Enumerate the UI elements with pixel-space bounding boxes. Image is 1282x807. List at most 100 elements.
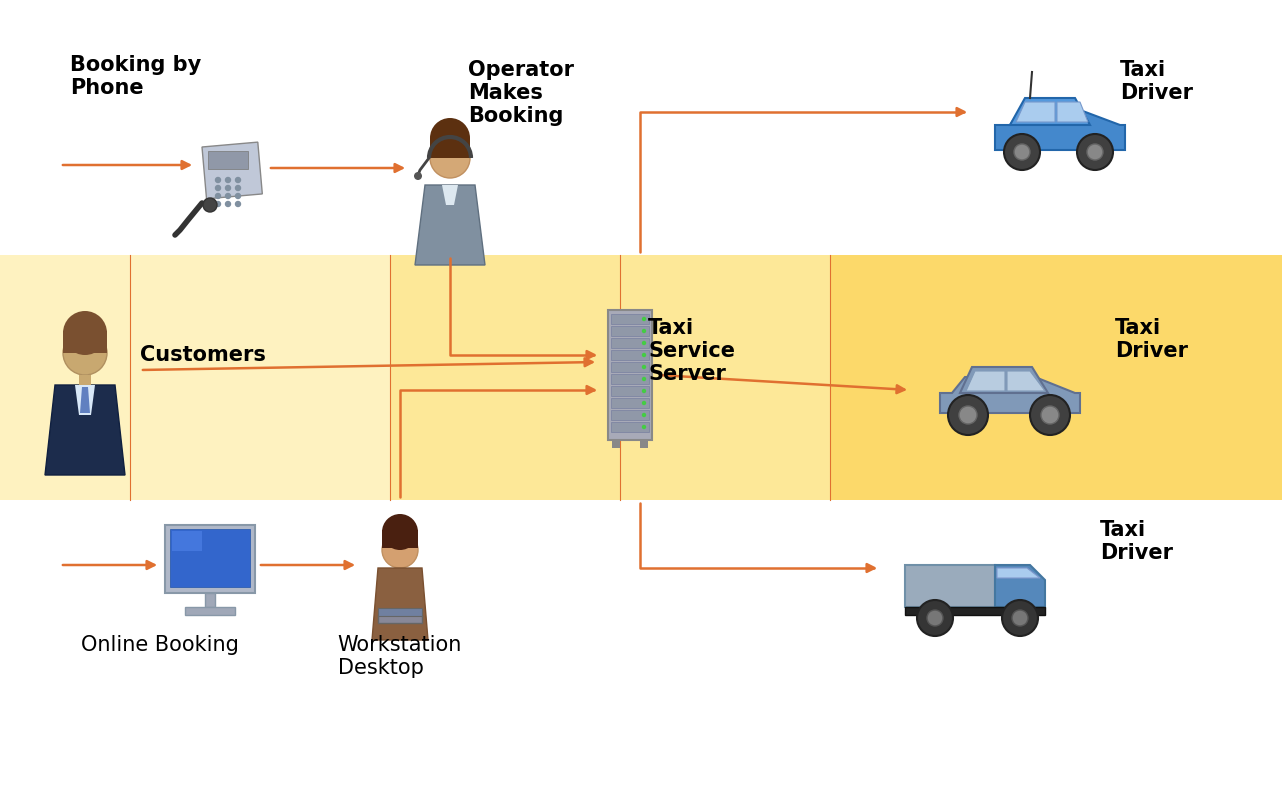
Text: Booking by
Phone: Booking by Phone — [71, 55, 201, 98]
Circle shape — [382, 514, 418, 550]
Polygon shape — [442, 185, 458, 205]
Bar — [612, 338, 649, 348]
Bar — [390, 255, 629, 500]
Bar — [429, 138, 470, 158]
Polygon shape — [79, 387, 90, 413]
Bar — [612, 350, 649, 360]
Circle shape — [63, 331, 106, 375]
Circle shape — [1003, 600, 1038, 636]
Bar — [390, 255, 629, 500]
Circle shape — [236, 202, 241, 207]
Bar — [378, 615, 422, 623]
Polygon shape — [1017, 102, 1055, 122]
Circle shape — [917, 600, 953, 636]
Circle shape — [947, 395, 988, 435]
Circle shape — [429, 118, 470, 158]
Text: Customers: Customers — [140, 345, 265, 365]
Circle shape — [1029, 395, 1070, 435]
Circle shape — [927, 610, 944, 626]
Polygon shape — [995, 110, 1126, 150]
Circle shape — [642, 366, 646, 369]
Bar — [63, 331, 106, 353]
Circle shape — [1087, 144, 1103, 160]
Circle shape — [215, 194, 221, 199]
Polygon shape — [997, 568, 1040, 578]
Circle shape — [1041, 406, 1059, 424]
Bar — [640, 440, 647, 448]
Bar — [612, 314, 649, 324]
Circle shape — [236, 178, 241, 182]
Bar — [905, 565, 995, 607]
Bar — [612, 422, 649, 432]
Text: Workstation
Desktop: Workstation Desktop — [338, 635, 463, 678]
Bar — [829, 255, 1282, 500]
Bar — [208, 151, 247, 169]
Bar — [612, 410, 649, 420]
Bar — [171, 529, 250, 587]
Bar — [382, 530, 418, 548]
Circle shape — [642, 353, 646, 357]
Polygon shape — [960, 367, 1047, 393]
Circle shape — [226, 186, 231, 190]
Bar — [612, 326, 649, 336]
Bar — [612, 374, 649, 384]
Circle shape — [215, 178, 221, 182]
Circle shape — [642, 317, 646, 320]
Bar — [172, 531, 203, 551]
Text: Taxi
Service
Server: Taxi Service Server — [647, 318, 735, 384]
Polygon shape — [1056, 102, 1088, 122]
Bar — [608, 310, 653, 440]
Circle shape — [236, 194, 241, 199]
Bar — [205, 593, 215, 607]
Circle shape — [642, 329, 646, 332]
Text: Online Booking: Online Booking — [81, 635, 238, 655]
Polygon shape — [415, 185, 485, 265]
Text: Taxi
Driver: Taxi Driver — [1120, 60, 1194, 103]
Circle shape — [203, 198, 217, 212]
Polygon shape — [372, 568, 428, 640]
Bar — [0, 255, 390, 500]
Circle shape — [226, 202, 231, 207]
Circle shape — [382, 532, 418, 568]
Circle shape — [226, 178, 231, 182]
Circle shape — [1011, 610, 1028, 626]
Circle shape — [642, 390, 646, 392]
Polygon shape — [76, 385, 95, 415]
Bar — [612, 440, 620, 448]
Bar — [185, 607, 235, 615]
Circle shape — [642, 413, 646, 416]
Circle shape — [642, 378, 646, 380]
Polygon shape — [1006, 371, 1045, 391]
Bar — [905, 607, 1045, 615]
Polygon shape — [967, 371, 1005, 391]
Text: Taxi
Driver: Taxi Driver — [1115, 318, 1188, 362]
Circle shape — [1077, 134, 1113, 170]
Circle shape — [226, 194, 231, 199]
Bar — [203, 142, 263, 199]
Bar — [79, 375, 91, 385]
Polygon shape — [45, 385, 126, 475]
Circle shape — [215, 186, 221, 190]
Polygon shape — [1010, 98, 1090, 125]
Circle shape — [642, 402, 646, 404]
Bar — [378, 608, 422, 616]
Bar — [612, 362, 649, 372]
Polygon shape — [995, 565, 1045, 607]
Circle shape — [959, 406, 977, 424]
Bar — [612, 386, 649, 396]
Circle shape — [414, 172, 422, 180]
Text: Operator
Makes
Booking: Operator Makes Booking — [468, 60, 574, 127]
Circle shape — [63, 311, 106, 355]
Circle shape — [1014, 144, 1029, 160]
Bar — [0, 255, 1282, 500]
Polygon shape — [940, 377, 1079, 413]
Circle shape — [1004, 134, 1040, 170]
Circle shape — [236, 186, 241, 190]
Bar — [629, 255, 829, 500]
Text: Taxi
Driver: Taxi Driver — [1100, 520, 1173, 563]
Bar — [612, 398, 649, 408]
Circle shape — [215, 202, 221, 207]
Circle shape — [642, 341, 646, 345]
Circle shape — [429, 138, 470, 178]
Bar — [165, 525, 255, 593]
